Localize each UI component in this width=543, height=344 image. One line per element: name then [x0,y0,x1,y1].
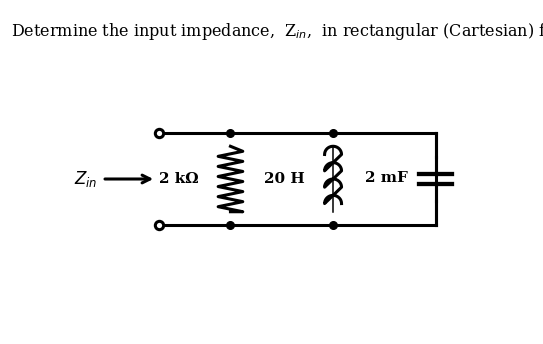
Text: 2 kΩ: 2 kΩ [159,172,199,186]
Text: 2 mF: 2 mF [364,171,407,185]
Text: Determine the input impedance,  Z$_{in}$,  in rectangular (Cartesian) form if  ω: Determine the input impedance, Z$_{in}$,… [11,21,543,42]
Text: $Z_{in}$: $Z_{in}$ [73,169,97,189]
Text: 20 H: 20 H [264,172,305,186]
